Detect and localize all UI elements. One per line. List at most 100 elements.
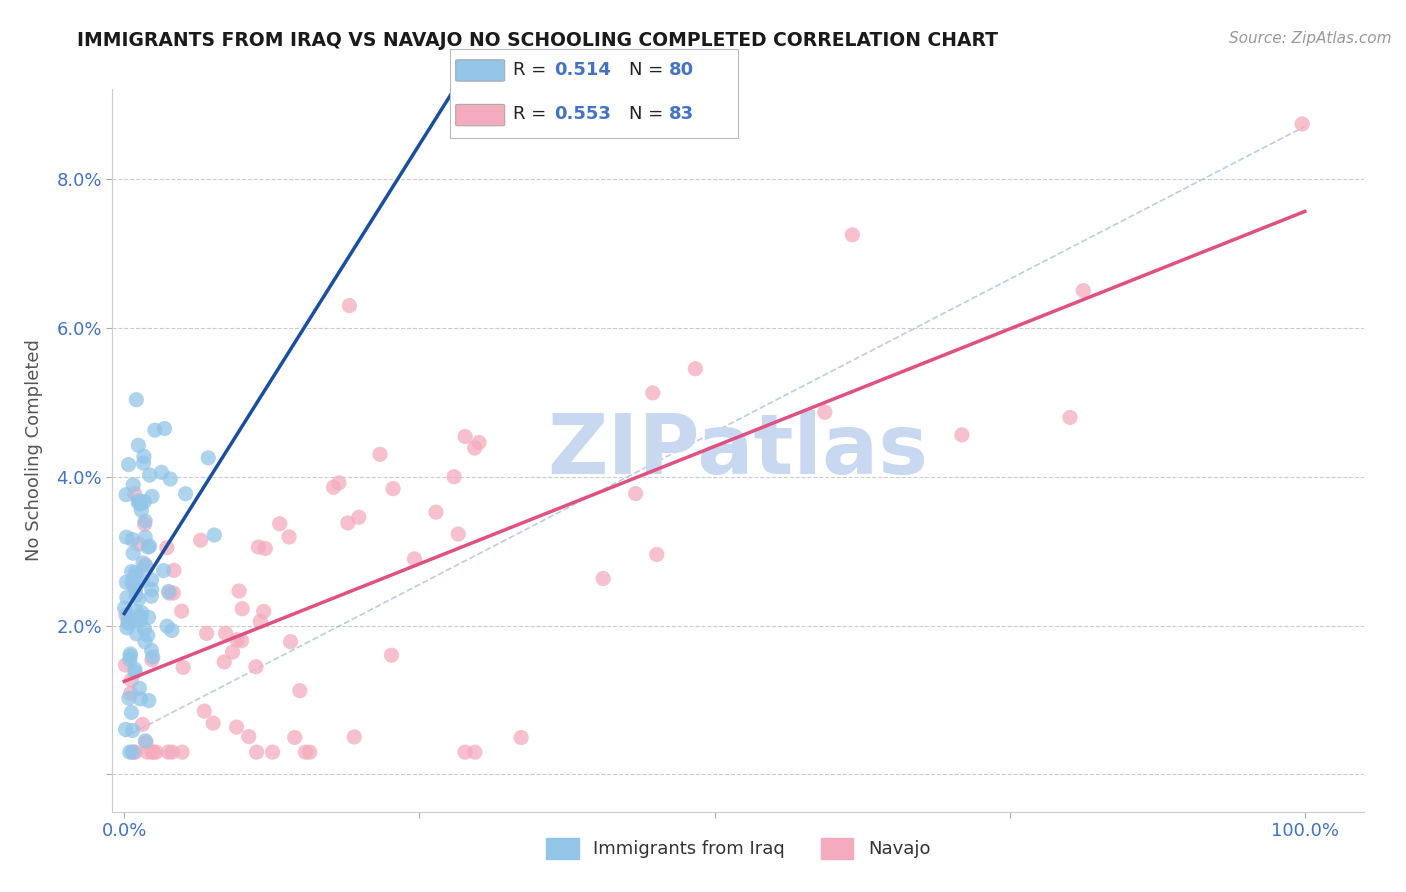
Text: 80: 80 [669,61,695,78]
Point [454,429,477,443]
Point [115,608,138,623]
Point [125,604,148,618]
Point [510,731,533,745]
Point [174,487,197,501]
Point [136,745,159,759]
Point [122,546,145,560]
Point [121,575,143,590]
Point [214,626,236,640]
Point [228,584,250,599]
Point [197,450,219,465]
Point [368,447,391,461]
Point [141,745,163,759]
Point [294,745,316,759]
Point [128,537,150,551]
Point [322,480,344,494]
Point [284,731,307,745]
Point [343,730,366,744]
Point [814,405,837,419]
Point [254,541,277,556]
Point [128,592,150,607]
Point [141,643,163,657]
Point [347,510,370,524]
Point [141,589,163,603]
Point [193,704,215,718]
Point [464,745,486,759]
Point [120,649,142,664]
Point [138,693,160,707]
Text: R =: R = [513,105,553,123]
Point [262,745,284,759]
Point [125,614,148,628]
Point [138,539,160,553]
Point [280,634,302,648]
Point [117,458,139,472]
FancyBboxPatch shape [456,60,505,81]
Point [253,604,276,618]
Point [454,745,477,759]
Point [190,533,212,548]
Point [134,494,156,508]
Point [685,361,707,376]
Point [132,556,155,570]
Point [120,686,142,700]
Point [114,723,136,737]
Point [156,541,179,555]
Point [120,706,142,720]
Point [152,564,174,578]
Point [129,497,152,511]
Point [114,601,136,615]
Point [145,745,167,759]
Point [134,530,156,544]
Point [132,450,155,464]
Point [950,427,973,442]
Point [245,659,267,673]
Point [115,488,138,502]
Point [142,649,165,664]
Point [128,614,150,628]
Point [225,720,247,734]
Point [645,548,668,562]
Point [269,516,291,531]
Point [157,745,180,759]
Point [143,423,166,437]
Point [1291,117,1313,131]
Point [339,299,361,313]
Point [157,584,180,599]
Point [129,609,152,624]
Text: R =: R = [513,61,553,78]
Point [150,466,173,480]
Point [125,568,148,582]
Point [134,733,156,747]
Point [131,574,153,588]
Point [142,745,165,759]
Point [131,606,153,620]
Point [132,456,155,470]
Point [120,647,142,661]
Point [336,516,359,530]
Text: 83: 83 [669,105,695,123]
Point [117,616,139,631]
Point [124,486,146,500]
Point [121,745,143,759]
Point [592,572,614,586]
Text: N =: N = [628,105,669,123]
Point [172,745,194,759]
Point [249,615,271,629]
Point [131,503,153,517]
Point [120,673,142,688]
Point [464,441,486,455]
Point [153,421,176,435]
Point [246,745,269,759]
Point [231,601,253,615]
Text: Source: ZipAtlas.com: Source: ZipAtlas.com [1229,31,1392,46]
Point [141,582,163,597]
Point [115,621,138,635]
Point [117,613,139,627]
Point [160,745,183,759]
Point [118,691,141,706]
Point [125,627,148,641]
Point [288,683,311,698]
Point [135,558,157,572]
Point [624,486,647,500]
